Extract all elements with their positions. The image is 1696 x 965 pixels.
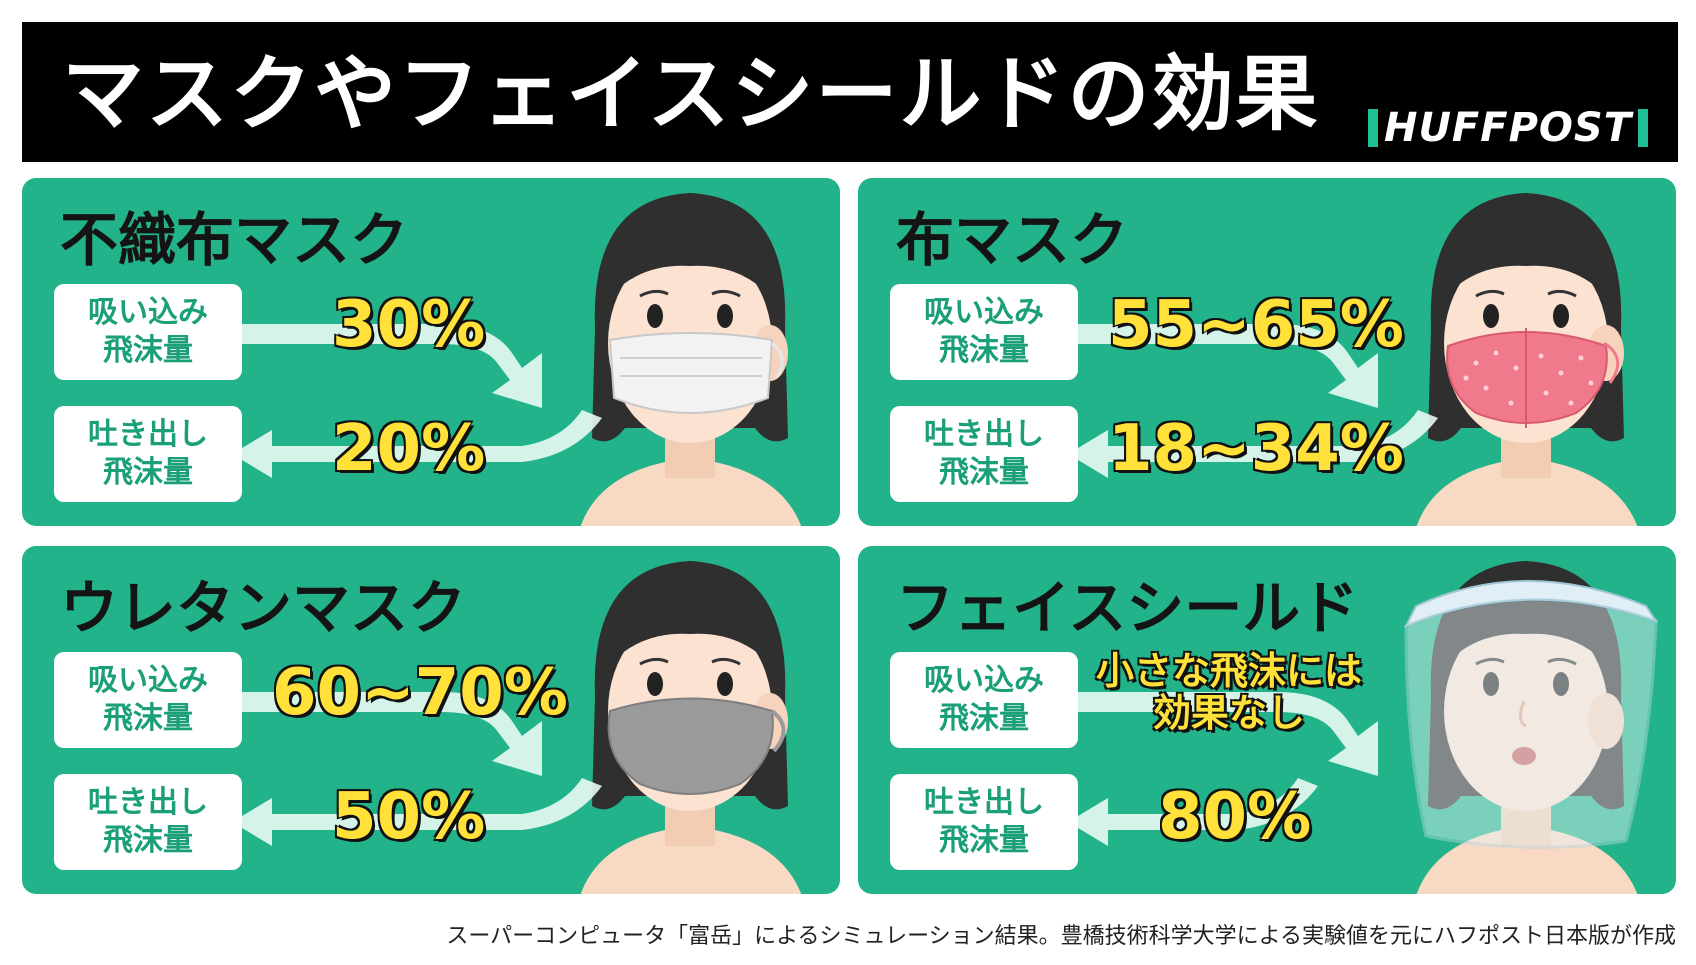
logo-bar-left: [1367, 109, 1378, 147]
inhale-label: 吸い込み 飛沫量: [890, 652, 1078, 748]
airflow-arrows: [232, 692, 602, 846]
airflow-arrows: [1068, 692, 1378, 846]
panel-urethane-mask: ウレタンマスク 吸い込み 飛沫量 吐き出し 飛沫量 60~70% 50%: [22, 546, 840, 894]
inhale-label: 吸い込み 飛沫量: [890, 284, 1078, 380]
inhale-label-line2: 飛沫量: [939, 333, 1029, 368]
inhale-label: 吸い込み 飛沫量: [54, 652, 242, 748]
exhale-label: 吐き出し 飛沫量: [890, 774, 1078, 870]
inhale-label-line2: 飛沫量: [103, 333, 193, 368]
panel-cloth-mask: 布マスク 吸い込み 飛沫量 吐き出し 飛沫量 55~65% 18~34%: [858, 178, 1676, 526]
panel-nonwoven-mask: 不織布マスク 吸い込み 飛沫量 吐き出し 飛沫量 30% 20%: [22, 178, 840, 526]
huffpost-logo: HUFFPOST: [1367, 104, 1648, 152]
exhale-percentage: 18~34%: [1107, 412, 1405, 486]
inhale-label-line1: 吸い込み: [924, 295, 1044, 330]
exhale-label-line2: 飛沫量: [103, 823, 193, 858]
logo-text: HUFFPOST: [1383, 105, 1632, 151]
panel-title: フェイスシールド: [896, 574, 1359, 642]
inhale-label-line1: 吸い込み: [88, 295, 208, 330]
inhale-percentage: 60~70%: [271, 656, 569, 730]
panel-title: 不織布マスク: [60, 206, 409, 274]
inhale-label-line2: 飛沫量: [939, 701, 1029, 736]
woman-face-icon: [1416, 193, 1638, 526]
exhale-label-line2: 飛沫量: [103, 455, 193, 490]
exhale-percentage: 50%: [331, 780, 486, 854]
exhale-label-line1: 吐き出し: [88, 417, 208, 452]
logo-bar-right: [1638, 109, 1648, 147]
exhale-label: 吐き出し 飛沫量: [890, 406, 1078, 502]
inhale-label-line1: 吸い込み: [88, 663, 208, 698]
inhale-percentage: 55~65%: [1107, 288, 1405, 362]
exhale-label-line1: 吐き出し: [88, 785, 208, 820]
inhale-note-line1: 小さな飛沫には: [1095, 649, 1363, 693]
exhale-label-line2: 飛沫量: [939, 823, 1029, 858]
exhale-percentage: 20%: [331, 412, 486, 486]
woman-face-icon: [580, 193, 802, 526]
page-title: マスクやフェイスシールドの効果: [62, 47, 1320, 142]
airflow-arrows: [1068, 324, 1438, 478]
airflow-arrows: [232, 324, 602, 478]
woman-face-icon: [580, 561, 802, 894]
header-banner: マスクやフェイスシールドの効果 HUFFPOST: [22, 22, 1678, 162]
exhale-label-line1: 吐き出し: [924, 785, 1044, 820]
inhale-label-line2: 飛沫量: [103, 701, 193, 736]
panel-face-shield: フェイスシールド 吸い込み 飛沫量 吐き出し 飛沫量 小さな飛沫には 効果なし …: [858, 546, 1676, 894]
source-footnote: スーパーコンピュータ「富岳」によるシミュレーション結果。豊橋技術科学大学による実…: [446, 924, 1676, 949]
panel-title: ウレタンマスク: [60, 574, 467, 642]
inhale-percentage: 30%: [331, 288, 486, 362]
woman-face-icon: [1403, 561, 1659, 894]
inhale-label-line1: 吸い込み: [924, 663, 1044, 698]
exhale-label: 吐き出し 飛沫量: [54, 774, 242, 870]
panel-title: 布マスク: [896, 206, 1129, 274]
exhale-percentage: 80%: [1157, 780, 1312, 854]
exhale-label: 吐き出し 飛沫量: [54, 406, 242, 502]
inhale-note: 小さな飛沫には 効果なし: [1095, 649, 1363, 735]
inhale-note-line2: 効果なし: [1152, 691, 1306, 735]
inhale-label: 吸い込み 飛沫量: [54, 284, 242, 380]
exhale-label-line2: 飛沫量: [939, 455, 1029, 490]
exhale-label-line1: 吐き出し: [924, 417, 1044, 452]
